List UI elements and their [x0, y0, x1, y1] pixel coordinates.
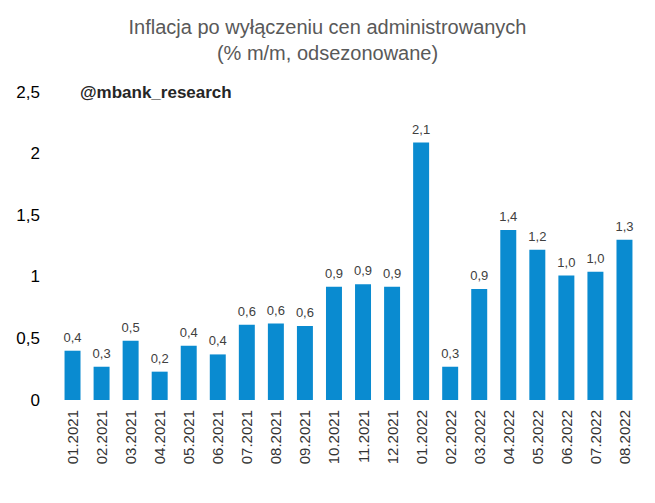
svg-text:0,5: 0,5	[122, 320, 140, 335]
svg-text:0: 0	[31, 391, 40, 410]
svg-text:0,9: 0,9	[354, 263, 372, 278]
svg-text:1,3: 1,3	[615, 219, 633, 234]
svg-text:0,9: 0,9	[383, 266, 401, 281]
svg-text:06.2021: 06.2021	[209, 410, 226, 464]
svg-text:0,4: 0,4	[180, 325, 198, 340]
svg-text:1,2: 1,2	[528, 229, 546, 244]
svg-text:12.2021: 12.2021	[384, 410, 401, 464]
svg-text:0,3: 0,3	[93, 346, 111, 361]
svg-text:0,4: 0,4	[209, 333, 227, 348]
svg-text:0,2: 0,2	[151, 351, 169, 366]
svg-text:1: 1	[31, 267, 40, 286]
svg-text:0,6: 0,6	[296, 305, 314, 320]
svg-text:1,0: 1,0	[586, 251, 604, 266]
svg-text:(% m/m, odsezonowane): (% m/m, odsezonowane)	[217, 42, 438, 64]
svg-text:09.2021: 09.2021	[296, 410, 313, 464]
svg-text:08.2021: 08.2021	[267, 410, 284, 464]
svg-text:2,5: 2,5	[16, 83, 40, 102]
svg-text:Inflacja po wyłączeniu cen adm: Inflacja po wyłączeniu cen administrowan…	[129, 16, 527, 38]
svg-text:01.2022: 01.2022	[413, 410, 430, 464]
svg-text:02.2021: 02.2021	[93, 410, 110, 464]
svg-text:2: 2	[31, 144, 40, 163]
svg-text:@mbank_research: @mbank_research	[80, 83, 232, 102]
svg-text:04.2022: 04.2022	[500, 410, 517, 464]
svg-text:07.2022: 07.2022	[587, 410, 604, 464]
svg-text:02.2022: 02.2022	[442, 410, 459, 464]
svg-text:0,3: 0,3	[441, 346, 459, 361]
svg-text:07.2021: 07.2021	[238, 410, 255, 464]
svg-text:05.2022: 05.2022	[529, 410, 546, 464]
svg-text:04.2021: 04.2021	[151, 410, 168, 464]
svg-text:1,4: 1,4	[499, 209, 517, 224]
svg-text:03.2022: 03.2022	[471, 410, 488, 464]
svg-text:0,5: 0,5	[16, 329, 40, 348]
svg-text:0,6: 0,6	[238, 304, 256, 319]
svg-text:0,6: 0,6	[267, 303, 285, 318]
svg-text:0,4: 0,4	[63, 330, 81, 345]
svg-text:2,1: 2,1	[412, 122, 430, 137]
svg-text:10.2021: 10.2021	[325, 410, 342, 464]
svg-text:11.2021: 11.2021	[355, 410, 372, 463]
svg-text:1,5: 1,5	[16, 206, 40, 225]
svg-text:05.2021: 05.2021	[180, 410, 197, 464]
svg-text:08.2022: 08.2022	[616, 410, 633, 464]
svg-text:0,9: 0,9	[470, 268, 488, 283]
svg-text:1,0: 1,0	[557, 255, 575, 270]
svg-text:01.2021: 01.2021	[64, 410, 81, 464]
svg-text:03.2021: 03.2021	[122, 410, 139, 464]
svg-text:0,9: 0,9	[325, 266, 343, 281]
svg-text:06.2022: 06.2022	[558, 410, 575, 464]
